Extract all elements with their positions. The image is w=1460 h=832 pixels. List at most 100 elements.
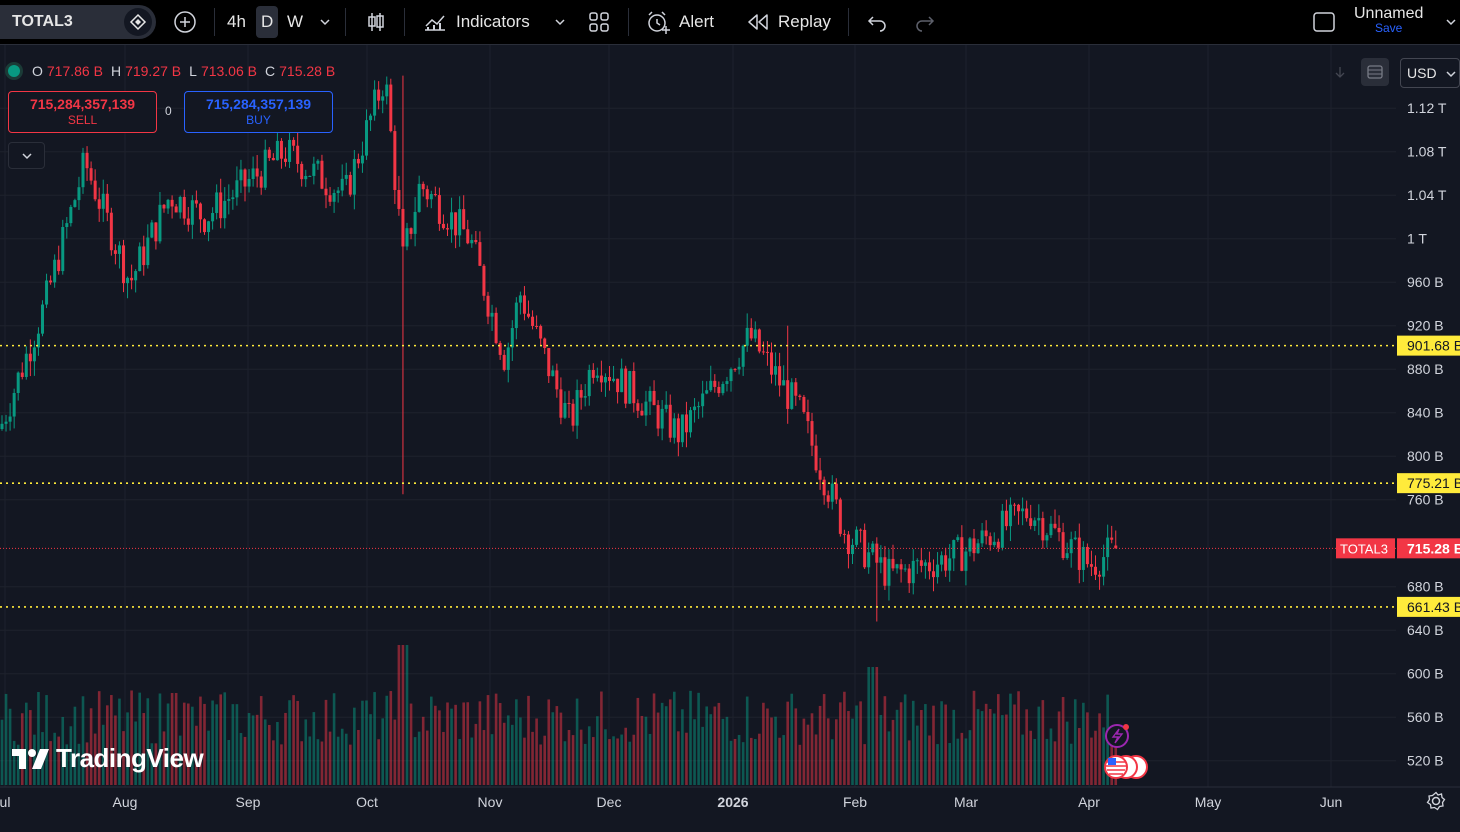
candle-body — [563, 402, 567, 418]
volume-bar — [65, 744, 69, 785]
timeframe-dropdown[interactable] — [318, 0, 332, 44]
candle-body — [616, 378, 620, 393]
volume-bar — [1005, 714, 1008, 785]
square-icon — [1313, 12, 1335, 32]
layout-save-button[interactable]: Unnamed Save — [1354, 6, 1423, 36]
volume-bar — [924, 704, 927, 785]
candle-body — [603, 377, 607, 383]
candle-body — [373, 89, 377, 116]
level-price-label: 775.21 B — [1407, 475, 1460, 491]
layout-checkbox[interactable] — [1312, 0, 1336, 44]
volume-bar — [608, 739, 611, 785]
chart-settings-toggle[interactable] — [1361, 58, 1389, 86]
tradingview-logo-icon — [12, 748, 49, 769]
buy-button[interactable]: 715,284,357,139 BUY — [184, 91, 333, 133]
chart-pane[interactable]: 1.12 T 1.08 T 1.04 T 1 T 960 B 920 B 880 B 840 … — [0, 45, 1460, 832]
candle-body — [134, 271, 138, 281]
candle-body — [944, 555, 948, 571]
volume-bar — [515, 699, 518, 785]
undo-button[interactable] — [866, 0, 888, 44]
candle-body — [1021, 508, 1025, 512]
volume-bar — [417, 731, 421, 785]
volume-bar — [478, 701, 482, 785]
candle-body — [174, 206, 178, 213]
volume-bar — [992, 713, 996, 785]
templates-button[interactable] — [588, 0, 610, 44]
time-tick-label: Dec — [597, 794, 622, 810]
candle-body — [599, 375, 603, 383]
candle-body — [194, 200, 198, 204]
volume-bar — [997, 694, 1000, 785]
level-price-label: 661.43 B — [1407, 599, 1460, 615]
candle-body — [65, 223, 69, 228]
candle-body — [535, 325, 539, 327]
volume-bar — [851, 718, 854, 785]
exchange-diamond-icon[interactable] — [124, 8, 152, 36]
collapse-legend-button[interactable] — [8, 142, 45, 169]
candle-body — [4, 421, 8, 424]
volume-bar — [960, 732, 964, 785]
candle-body — [1110, 537, 1114, 540]
chart-type-button[interactable] — [364, 0, 388, 44]
currency-select[interactable]: USD — [1400, 58, 1460, 88]
timeframe-w[interactable]: W — [287, 12, 304, 31]
candle-body — [247, 178, 251, 187]
high-value: 719.27 B — [125, 63, 182, 79]
sell-button[interactable]: 715,284,357,139 SELL — [8, 91, 157, 133]
replay-button[interactable]: Replay — [746, 0, 831, 44]
gear-icon[interactable] — [1426, 791, 1446, 811]
indicators-dropdown[interactable] — [553, 0, 567, 44]
close-label: C — [265, 63, 276, 79]
price-tick-label: 560 B — [1407, 709, 1444, 725]
time-tick-label: Jun — [1320, 794, 1343, 810]
candle-body — [365, 120, 368, 156]
open-value: 717.86 B — [46, 63, 103, 79]
candle-body — [1000, 510, 1004, 548]
volume-bar — [4, 693, 8, 785]
price-chart[interactable]: 1.12 T 1.08 T 1.04 T 1 T 960 B 920 B 880 B 840 … — [0, 45, 1460, 832]
candle-body — [32, 347, 36, 362]
volume-bar — [450, 708, 453, 785]
indicators-chart-icon — [425, 15, 445, 31]
candle-body — [1037, 518, 1041, 521]
candle-body — [1045, 535, 1049, 541]
candle-body — [1098, 574, 1102, 577]
sell-label: SELL — [67, 113, 98, 127]
indicators-button[interactable]: Indicators — [422, 0, 530, 44]
volume-bar — [1065, 721, 1069, 785]
volume-bar — [531, 731, 534, 785]
volume-bar — [782, 735, 785, 785]
level-price-tag — [1397, 596, 1460, 617]
lightning-event-icon[interactable] — [1105, 724, 1129, 748]
tradingview-logo[interactable]: TradingView — [12, 743, 204, 774]
candle-body — [749, 327, 753, 339]
candle-body — [275, 140, 279, 161]
candle-body — [417, 183, 421, 212]
price-tick-label: 1 T — [1407, 231, 1427, 247]
low-value: 713.06 B — [200, 63, 257, 79]
ohlc-legend: O 717.86 B H 719.27 B L 713.06 B C 715.28 B — [8, 63, 339, 79]
volume-bar — [1078, 728, 1081, 785]
alert-button[interactable]: Alert — [645, 0, 714, 44]
volume-bar — [195, 725, 198, 785]
compare-add-symbol-button[interactable] — [172, 0, 198, 44]
volume-bar — [349, 744, 352, 785]
symbol-search-button[interactable]: TOTAL3 — [0, 5, 156, 39]
candle-body — [741, 345, 745, 367]
candle-body — [875, 543, 879, 563]
volume-bar — [312, 712, 316, 785]
candle-body — [267, 149, 271, 158]
scroll-to-latest-button[interactable] — [1326, 58, 1354, 86]
layout-dropdown[interactable] — [1444, 0, 1458, 44]
time-tick-label: Mar — [954, 794, 978, 810]
volume-bar — [733, 738, 737, 785]
volume-bar — [972, 690, 976, 785]
candle-body — [166, 199, 170, 209]
timeframe-d[interactable]: D — [256, 0, 279, 44]
event-markers[interactable] — [1100, 721, 1152, 783]
redo-button[interactable] — [914, 0, 936, 44]
candle-body — [158, 204, 162, 242]
volume-bar — [587, 726, 591, 785]
timeframe-4h[interactable]: 4h — [227, 12, 246, 31]
candle-body — [814, 445, 818, 471]
